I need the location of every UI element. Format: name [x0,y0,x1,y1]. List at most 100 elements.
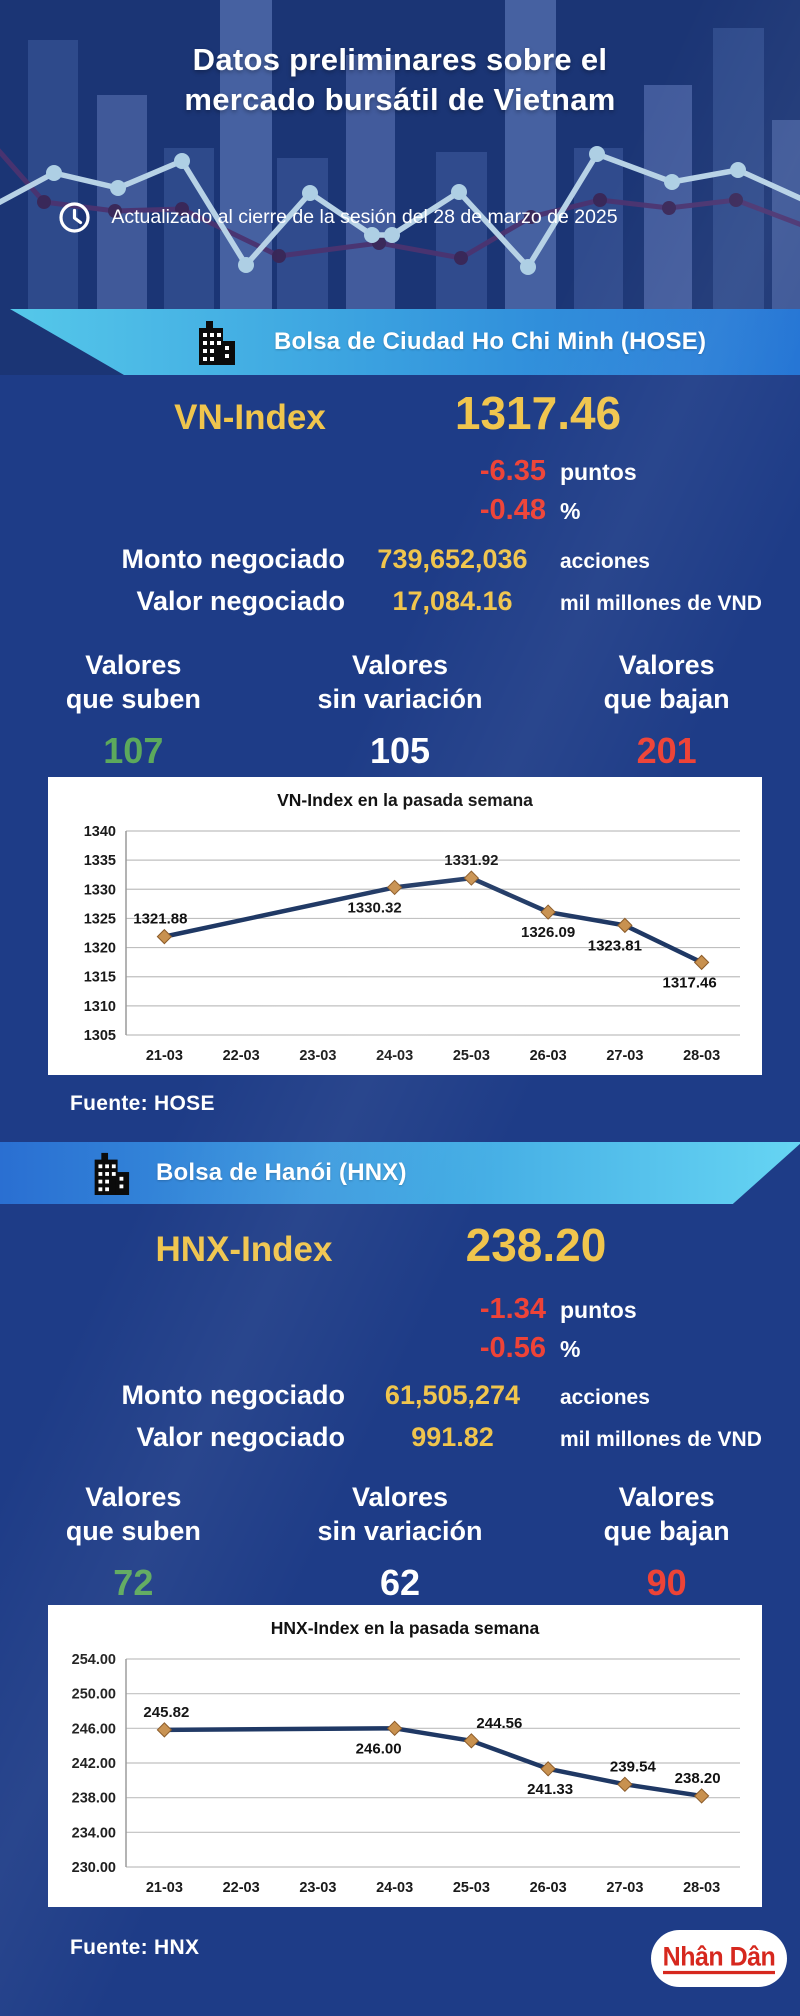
hnx-trading-rows: Monto negociado 61,505,274 acciones Valo… [60,1380,780,1453]
hnx-decliners: Valores que bajan 90 [533,1480,800,1604]
vn-change-percent: -0.48 [479,494,546,526]
page-title: Datos preliminares sobre el mercado burs… [0,40,800,120]
decor-line-dark [0,148,800,265]
svg-text:1321.88: 1321.88 [133,911,187,928]
hnx-advancers: Valores que suben 72 [0,1480,267,1604]
svg-text:246.00: 246.00 [72,1721,116,1737]
hnx-decliners-value: 90 [646,1562,687,1603]
hnx-chart-title: HNX-Index en la pasada semana [270,1618,540,1638]
decor-line-light [0,146,800,275]
svg-text:1335: 1335 [84,853,116,869]
svg-text:239.54: 239.54 [610,1758,657,1775]
page-title-line2: mercado bursátil de Vietnam [184,82,616,117]
vn-index-chart-card: VN-Index en la pasada semana 1340 1335 133… [48,777,762,1075]
hnx-volume-value: 61,505,274 [384,1380,521,1410]
svg-text:245.82: 245.82 [143,1704,189,1721]
clock-icon [59,202,90,233]
hose-banner-title: Bolsa de Ciudad Ho Chi Minh (HOSE) [274,328,707,355]
svg-text:238.00: 238.00 [72,1791,116,1807]
hnx-unchanged-label: Valores sin variación [317,1482,483,1546]
svg-text:28-03: 28-03 [683,1880,720,1896]
hose-decliners: Valores que bajan 201 [533,648,800,772]
hnx-turnover-row: Valor negociado 991.82 mil millones de V… [60,1422,780,1453]
hose-volume-row: Monto negociado 739,652,036 acciones [60,544,780,575]
hose-advancers: Valores que suben 107 [0,648,267,772]
hose-volume-unit: acciones [560,550,650,573]
svg-text:23-03: 23-03 [299,1880,336,1896]
svg-text:238.20: 238.20 [675,1770,721,1787]
svg-text:1331.92: 1331.92 [444,852,498,869]
hnx-index-changes: -1.34 puntos -0.56 % [350,1293,680,1365]
svg-text:1326.09: 1326.09 [521,924,575,941]
hose-volume-label: Monto negociado [121,544,345,574]
svg-text:1323.81: 1323.81 [588,937,642,954]
hose-banner: Bolsa de Ciudad Ho Chi Minh (HOSE) [0,309,800,375]
hnx-change-percent-unit: % [560,1336,581,1362]
svg-text:1315: 1315 [84,970,116,986]
svg-text:246.00: 246.00 [356,1740,402,1757]
hose-unchanged: Valores sin variación 105 [267,648,534,772]
hnx-turnover-value: 991.82 [411,1422,494,1452]
hnx-advancers-value: 72 [113,1562,154,1603]
hose-decliners-value: 201 [636,730,697,771]
updated-row: Actualizado al cierre de la sesión del 2… [0,201,738,234]
svg-text:24-03: 24-03 [376,1048,413,1064]
svg-text:27-03: 27-03 [606,1880,643,1896]
hnx-turnover-label: Valor negociado [136,1422,345,1452]
svg-text:1325: 1325 [84,911,116,927]
vn-change-points-unit: puntos [560,459,637,485]
hnx-index-chart-card: HNX-Index en la pasada semana 254.00 250.… [48,1605,762,1907]
hnx-volume-row: Monto negociado 61,505,274 acciones [60,1380,780,1411]
svg-text:23-03: 23-03 [299,1048,336,1064]
page-title-line1: Datos preliminares sobre el [192,42,608,77]
svg-text:28-03: 28-03 [683,1048,720,1064]
svg-text:230.00: 230.00 [72,1860,116,1876]
hnx-banner: Bolsa de Hanói (HNX) [0,1142,800,1204]
hnx-change-points: -1.34 [479,1293,546,1325]
hose-advancers-value: 107 [103,730,164,771]
svg-text:234.00: 234.00 [72,1825,116,1841]
hnx-banner-title: Bolsa de Hanói (HNX) [156,1159,407,1186]
hose-turnover-value: 17,084.16 [392,586,513,616]
building-icon [94,1152,130,1195]
svg-text:244.56: 244.56 [476,1715,522,1732]
svg-text:24-03: 24-03 [376,1880,413,1896]
hose-unchanged-label: Valores sin variación [317,650,483,714]
hose-breadth: Valores que suben 107 Valores sin variació… [0,648,800,772]
svg-text:21-03: 21-03 [146,1048,183,1064]
hose-turnover-label: Valor negociado [136,586,345,616]
hnx-turnover-unit: mil millones de VND [560,1428,762,1451]
svg-text:1320: 1320 [84,941,116,957]
hose-turnover-unit: mil millones de VND [560,592,762,615]
hnx-change-points-unit: puntos [560,1297,637,1323]
svg-text:1317.46: 1317.46 [663,974,717,991]
svg-text:1330: 1330 [84,882,116,898]
hnx-advancers-label: Valores que suben [65,1482,201,1546]
vn-change-points: -6.35 [479,455,546,487]
hose-turnover-row: Valor negociado 17,084.16 mil millones d… [60,586,780,617]
hnx-change-percent: -0.56 [479,1332,546,1364]
hose-unchanged-value: 105 [369,730,431,771]
vn-index-chart: 1340 1335 1330 1325 1320 1315 1310 1305 21-03 22-… [84,824,740,1064]
svg-text:1310: 1310 [84,999,116,1015]
hnx-source: Fuente: HNX [70,1936,200,1959]
hnx-banner-wedge [732,1143,800,1204]
vn-index-value: 1317.46 [454,387,622,439]
header: Datos preliminares sobre el mercado burs… [0,0,800,309]
svg-text:22-03: 22-03 [223,1048,260,1064]
svg-text:254.00: 254.00 [72,1652,116,1668]
svg-text:26-03: 26-03 [530,1880,567,1896]
nhan-dan-logo: Nhân Dân [651,1930,787,1987]
vn-change-percent-unit: % [560,498,581,524]
hnx-volume-label: Monto negociado [121,1380,345,1410]
hnx-unchanged: Valores sin variación 62 [267,1480,534,1604]
svg-text:21-03: 21-03 [146,1880,183,1896]
hose-volume-value: 739,652,036 [377,544,528,574]
decorative-chart-background [0,0,800,309]
svg-text:241.33: 241.33 [527,1781,573,1798]
updated-text: Actualizado al cierre de la sesión del 2… [111,206,618,228]
hnx-volume-unit: acciones [560,1386,650,1409]
vn-chart-title: VN-Index en la pasada semana [277,790,533,810]
vn-index-label: VN-Index [174,398,326,437]
